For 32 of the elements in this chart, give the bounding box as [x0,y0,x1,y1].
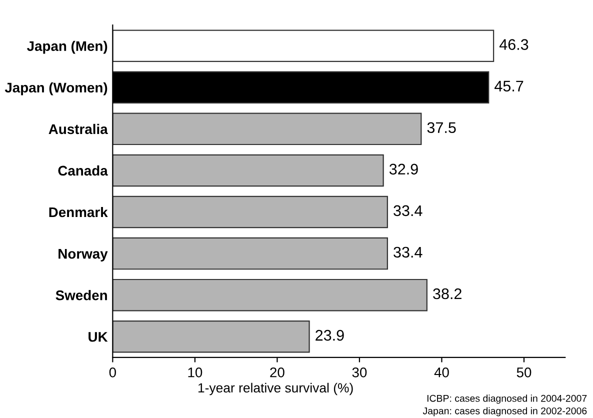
bar [112,278,428,312]
y-tick-label: Canada [58,165,108,176]
data-label: 45.7 [494,80,524,92]
bar [112,237,388,270]
data-label: 37.5 [427,122,456,134]
x-tick-label: 50 [516,367,532,378]
x-tick-label: 20 [270,367,284,378]
text: ICBP: cases diagnosed in 2004-2007 [427,394,587,404]
y-tick-label: Japan (Men) [27,40,108,54]
y-tick-label: Denmark [49,206,108,218]
data-label: 46.3 [499,39,528,50]
y-tick-label: Norway [58,249,108,262]
data-label: 33.4 [394,205,422,216]
data-label: 23.9 [316,330,344,341]
bar [112,154,384,187]
data-label: 33.4 [394,246,422,258]
x-tick-label: 10 [188,367,202,378]
y-tick-label: Sweden [56,290,107,300]
bar [112,30,494,62]
data-label: 38.2 [433,288,462,300]
x-tick-label: 30 [352,367,367,378]
y-tick-label: UK [88,332,108,342]
y-tick-label: Japan (Women) [4,82,108,96]
bar [112,320,310,353]
bar [112,196,388,228]
data-label: 32.9 [389,164,418,175]
x-tick-label: 40 [434,367,449,378]
x-tick-label: 0 [109,367,116,378]
x-axis-title: 1-year relative survival (%) [198,382,353,396]
text: Japan: cases diagnosed in 2002-2006 [422,407,587,416]
y-tick-label: Australia [48,124,108,134]
bar [112,112,422,146]
